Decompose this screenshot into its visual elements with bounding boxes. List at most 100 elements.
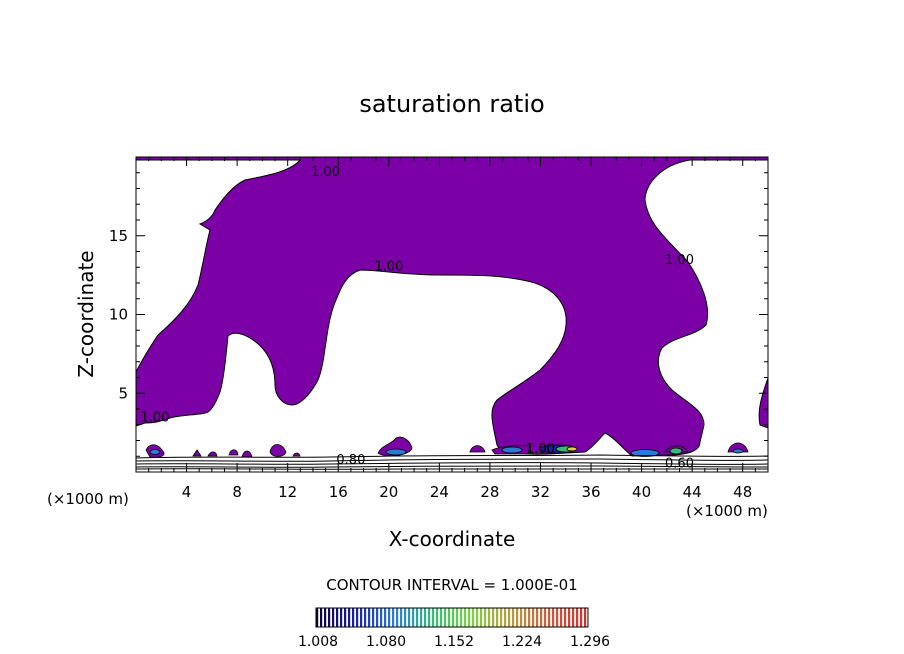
colorbar-swatch: [556, 608, 559, 627]
x-tick-label: 16: [329, 483, 348, 501]
colorbar-swatch: [536, 608, 539, 627]
x-axis-ticks: 4 8 12 16 20 24 28 32 36 40 44 48: [148, 157, 756, 501]
colorbar-swatch: [464, 608, 467, 627]
x-tick-label: 36: [581, 483, 600, 501]
low-level-patches: [145, 436, 749, 458]
x-tick-label: 12: [278, 483, 297, 501]
colorbar-swatch: [468, 608, 471, 627]
colorbar-swatch: [316, 608, 319, 627]
colorbar-swatch: [348, 608, 351, 627]
colorbar-swatch: [420, 608, 423, 627]
colorbar-swatch: [412, 608, 415, 627]
contour-label: 1.00: [311, 165, 340, 180]
contour-label: 1.00: [526, 442, 555, 457]
plot-area: 1.00 1.00 1.00 1.00 1.00 0.80 0.60: [136, 157, 768, 472]
contour-label: 1.00: [374, 259, 403, 274]
colorbar-swatch: [584, 608, 587, 627]
colorbar-swatch: [484, 608, 487, 627]
colorbar-swatch: [344, 608, 347, 627]
chart-title: saturation ratio: [359, 90, 544, 118]
x-tick-label: 28: [480, 483, 499, 501]
colorbar-swatch: [336, 608, 339, 627]
colorbar-tick-label: 1.152: [434, 634, 474, 650]
colorbar-swatch: [440, 608, 443, 627]
colorbar-swatch: [472, 608, 475, 627]
supersaturated-region: [136, 157, 768, 457]
colorbar-swatch: [548, 608, 551, 627]
colorbar-tick-label: 1.080: [366, 634, 406, 650]
colorbar-swatch: [416, 608, 419, 627]
y-tick-label: 5: [118, 384, 128, 402]
colorbar-swatch: [492, 608, 495, 627]
y-axis-label: Z-coordinate: [74, 250, 98, 377]
colorbar-swatch: [500, 608, 503, 627]
colorbar-swatch: [504, 608, 507, 627]
colorbar-swatch: [352, 608, 355, 627]
colorbar-swatch: [516, 608, 519, 627]
colorbar-swatch: [532, 608, 535, 627]
x-tick-label: 20: [379, 483, 398, 501]
y-tick-label: 15: [109, 227, 128, 245]
colorbar-swatch: [456, 608, 459, 627]
subsaturated-upper-left: [136, 159, 302, 373]
colorbar-swatch: [432, 608, 435, 627]
colorbar-swatch: [476, 608, 479, 627]
x-tick-label: 44: [683, 483, 702, 501]
x-tick-label: 4: [182, 483, 192, 501]
colorbar-swatch: [320, 608, 323, 627]
colorbar-swatch: [528, 608, 531, 627]
colorbar-swatch: [372, 608, 375, 627]
colorbar-swatch: [564, 608, 567, 627]
y-tick-label: 10: [109, 306, 128, 324]
x-axis-label: X-coordinate: [389, 527, 516, 551]
x-unit-left: (×1000 m): [47, 490, 129, 508]
colorbar-swatch: [384, 608, 387, 627]
colorbar-tick-label: 1.008: [298, 634, 338, 650]
contour-label: 1.00: [140, 411, 169, 426]
colorbar-swatch: [324, 608, 327, 627]
x-unit-right: (×1000 m): [686, 502, 768, 520]
colorbar-swatch: [340, 608, 343, 627]
colorbar: 1.008 1.080 1.152 1.224 1.296: [298, 607, 610, 650]
colorbar-swatch: [388, 608, 391, 627]
x-tick-label: 40: [632, 483, 651, 501]
colorbar-swatch: [496, 608, 499, 627]
colorbar-swatch: [404, 608, 407, 627]
colorbar-swatch: [360, 608, 363, 627]
supersaturated-right-edge: [758, 377, 768, 429]
colorbar-swatch: [364, 608, 367, 627]
colorbar-swatch: [544, 608, 547, 627]
colorbar-swatch: [480, 608, 483, 627]
colorbar-swatch: [508, 608, 511, 627]
contour-labels: 1.00 1.00 1.00 1.00 1.00 0.80 0.60: [140, 165, 694, 471]
colorbar-swatch: [400, 608, 403, 627]
x-tick-label: 8: [232, 483, 242, 501]
colorbar-swatch: [368, 608, 371, 627]
colorbar-swatch: [460, 608, 463, 627]
x-tick-label: 48: [733, 483, 752, 501]
colorbar-swatch: [448, 608, 451, 627]
colorbar-swatch: [356, 608, 359, 627]
colorbar-swatch: [328, 608, 331, 627]
contour-label: 0.80: [336, 453, 365, 468]
colorbar-swatch: [428, 608, 431, 627]
colorbar-swatch: [560, 608, 563, 627]
x-tick-label: 24: [430, 483, 449, 501]
colorbar-swatch: [332, 608, 335, 627]
colorbar-swatch: [452, 608, 455, 627]
colorbar-swatch: [424, 608, 427, 627]
colorbar-tick-label: 1.296: [570, 634, 610, 650]
colorbar-swatch: [520, 608, 523, 627]
surface-contour-lines: [136, 454, 768, 470]
colorbar-swatch: [540, 608, 543, 627]
colorbar-swatch: [568, 608, 571, 627]
contour-interval: CONTOUR INTERVAL = 1.000E-01: [326, 576, 577, 594]
colorbar-swatch: [444, 608, 447, 627]
colorbar-swatch: [552, 608, 555, 627]
x-tick-label: 32: [531, 483, 550, 501]
colorbar-swatch: [524, 608, 527, 627]
contour-label: 0.60: [665, 456, 694, 471]
y-axis-ticks: 5 10 15: [109, 172, 768, 457]
colorbar-tick-label: 1.224: [502, 634, 542, 650]
